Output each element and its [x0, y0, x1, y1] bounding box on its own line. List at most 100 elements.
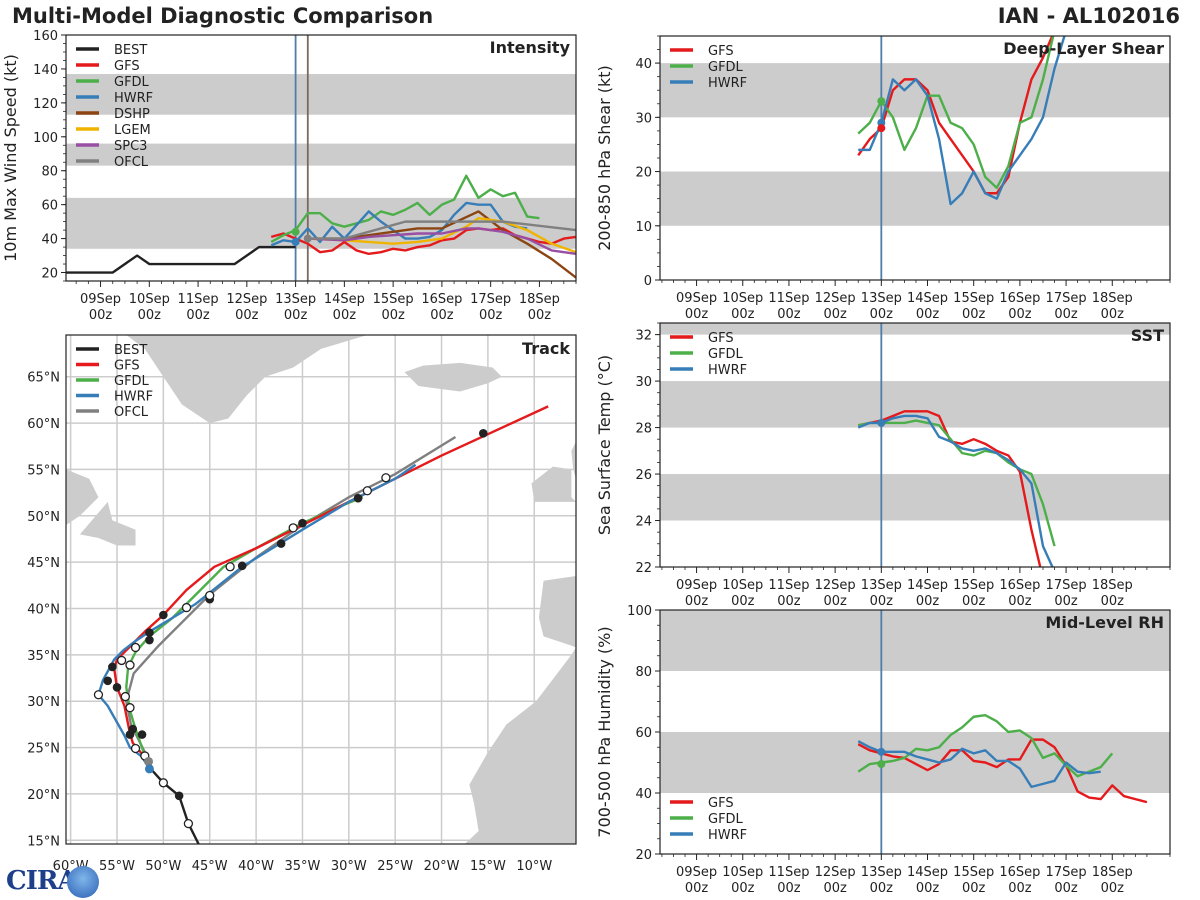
track-point-open [130, 642, 141, 653]
panel-title: SST [1131, 326, 1164, 345]
legend-label-ofcl: OFCL [114, 405, 149, 420]
series-line-dshp [307, 210, 576, 279]
y-tick-label: 20 [635, 166, 652, 181]
panel-sst: 22242628303209Sep00z10Sep00z11Sep00z12Se… [595, 322, 1171, 609]
x-tick-label-date: 15Sep [373, 292, 414, 307]
track-line-ofcl [125, 435, 457, 763]
x-tick-label-hour: 00z [1008, 307, 1032, 322]
legend-label-gfs: GFS [708, 44, 734, 59]
x-tick-label-hour: 00z [284, 308, 308, 323]
panel-rh: 2040608010009Sep00z10Sep00z11Sep00z12Sep… [595, 604, 1171, 896]
y-tick-label: 40 [41, 233, 58, 248]
track-point-open [93, 690, 104, 700]
track-point-filled [353, 493, 363, 503]
panel-title: Intensity [490, 38, 571, 57]
x-tick-label-hour: 00z [1054, 307, 1078, 322]
track-point-open [205, 590, 215, 601]
y-axis-label: Sea Surface Temp (°C) [595, 355, 614, 535]
y-tick-label: 0 [644, 274, 652, 289]
track-point-open [362, 486, 373, 496]
x-tick-label-hour: 00z [430, 308, 454, 323]
lon-tick-label: 45°W [192, 859, 228, 874]
x-tick-label-date: 14Sep [907, 578, 948, 593]
series-line-ofcl [307, 220, 576, 240]
lat-tick-label: 55°N [27, 463, 60, 478]
x-tick-label-hour: 00z [823, 881, 847, 896]
track-point-filled [276, 539, 286, 548]
y-tick-label: 80 [635, 665, 652, 680]
track-point-filled [237, 561, 247, 571]
y-tick-label: 22 [635, 561, 652, 576]
y-tick-label: 60 [635, 726, 652, 741]
x-tick-label-date: 15Sep [953, 578, 994, 593]
newfoundland-land [66, 469, 99, 526]
shaded-band [660, 171, 1170, 226]
y-tick-label: 20 [635, 848, 652, 863]
x-tick-label-hour: 00z [731, 307, 755, 322]
legend-label-hwrf: HWRF [708, 76, 747, 91]
x-tick-label-date: 13Sep [861, 578, 902, 593]
track-point-open [181, 602, 192, 613]
lat-tick-label: 15°N [27, 834, 60, 849]
lat-tick-label: 60°N [27, 417, 60, 432]
y-tick-label: 80 [41, 165, 58, 180]
y-tick-label: 26 [635, 468, 652, 483]
x-tick-label-date: 15Sep [953, 291, 994, 306]
legend-label-gfs: GFS [708, 331, 734, 346]
lon-tick-label: 15°W [470, 859, 506, 874]
x-tick-label-hour: 00z [823, 594, 847, 609]
x-tick-label-date: 10Sep [129, 292, 170, 307]
x-tick-label-date: 14Sep [907, 865, 948, 880]
y-tick-label: 60 [41, 199, 58, 214]
y-tick-label: 10 [635, 220, 652, 235]
track-point-open [130, 743, 141, 754]
plot-frame [65, 334, 577, 845]
britain-land [571, 441, 576, 479]
y-tick-label: 20 [41, 267, 58, 282]
shaded-band [66, 143, 576, 166]
track-point-filled [478, 428, 488, 438]
legend-label-ofcl: OFCL [114, 155, 149, 170]
y-tick-label: 32 [635, 329, 652, 344]
track-point-filled [125, 730, 135, 739]
legend-label-gfdl: GFDL [708, 60, 744, 75]
series-line-hwrf [858, 36, 1066, 206]
legend-label-gfs: GFS [114, 59, 140, 74]
y-tick-label: 40 [635, 787, 652, 802]
track-line-hwrf [97, 463, 417, 770]
legend-label-spc3: SPC3 [114, 139, 147, 154]
x-tick-label-date: 17Sep [1046, 865, 1087, 880]
x-tick-label-date: 14Sep [324, 292, 365, 307]
x-tick-label-date: 14Sep [907, 291, 948, 306]
y-tick-label: 160 [33, 29, 58, 44]
legend-label-hwrf: HWRF [114, 390, 153, 405]
x-tick-label-hour: 00z [916, 307, 940, 322]
lon-tick-label: 40°W [238, 859, 274, 874]
series-line-gfs [857, 738, 1148, 804]
track-point-open [116, 655, 127, 666]
lat-tick-label: 30°N [27, 695, 60, 710]
series-line-hwrf [857, 414, 1054, 567]
x-tick-label-date: 12Sep [226, 292, 267, 307]
x-tick-label-hour: 00z [1101, 307, 1125, 322]
x-tick-label-hour: 00z [916, 594, 940, 609]
x-tick-label-date: 15Sep [953, 865, 994, 880]
track-point-open [381, 473, 391, 483]
x-tick-label-date: 09Sep [676, 578, 717, 593]
init-marker-hwrf [291, 237, 300, 246]
x-tick-label-hour: 00z [479, 308, 503, 323]
panel-shear: 01020304009Sep00z10Sep00z11Sep00z12Sep00… [595, 35, 1171, 322]
x-tick-label-date: 17Sep [1046, 291, 1087, 306]
x-tick-label-hour: 00z [870, 881, 894, 896]
x-tick-label-hour: 00z [138, 308, 162, 323]
x-tick-label-hour: 00z [777, 594, 801, 609]
y-axis-label: 10m Max Wind Speed (kt) [1, 54, 20, 262]
series-line-hwrf [857, 740, 1101, 789]
x-tick-label-hour: 00z [823, 307, 847, 322]
shaded-band [660, 474, 1170, 521]
